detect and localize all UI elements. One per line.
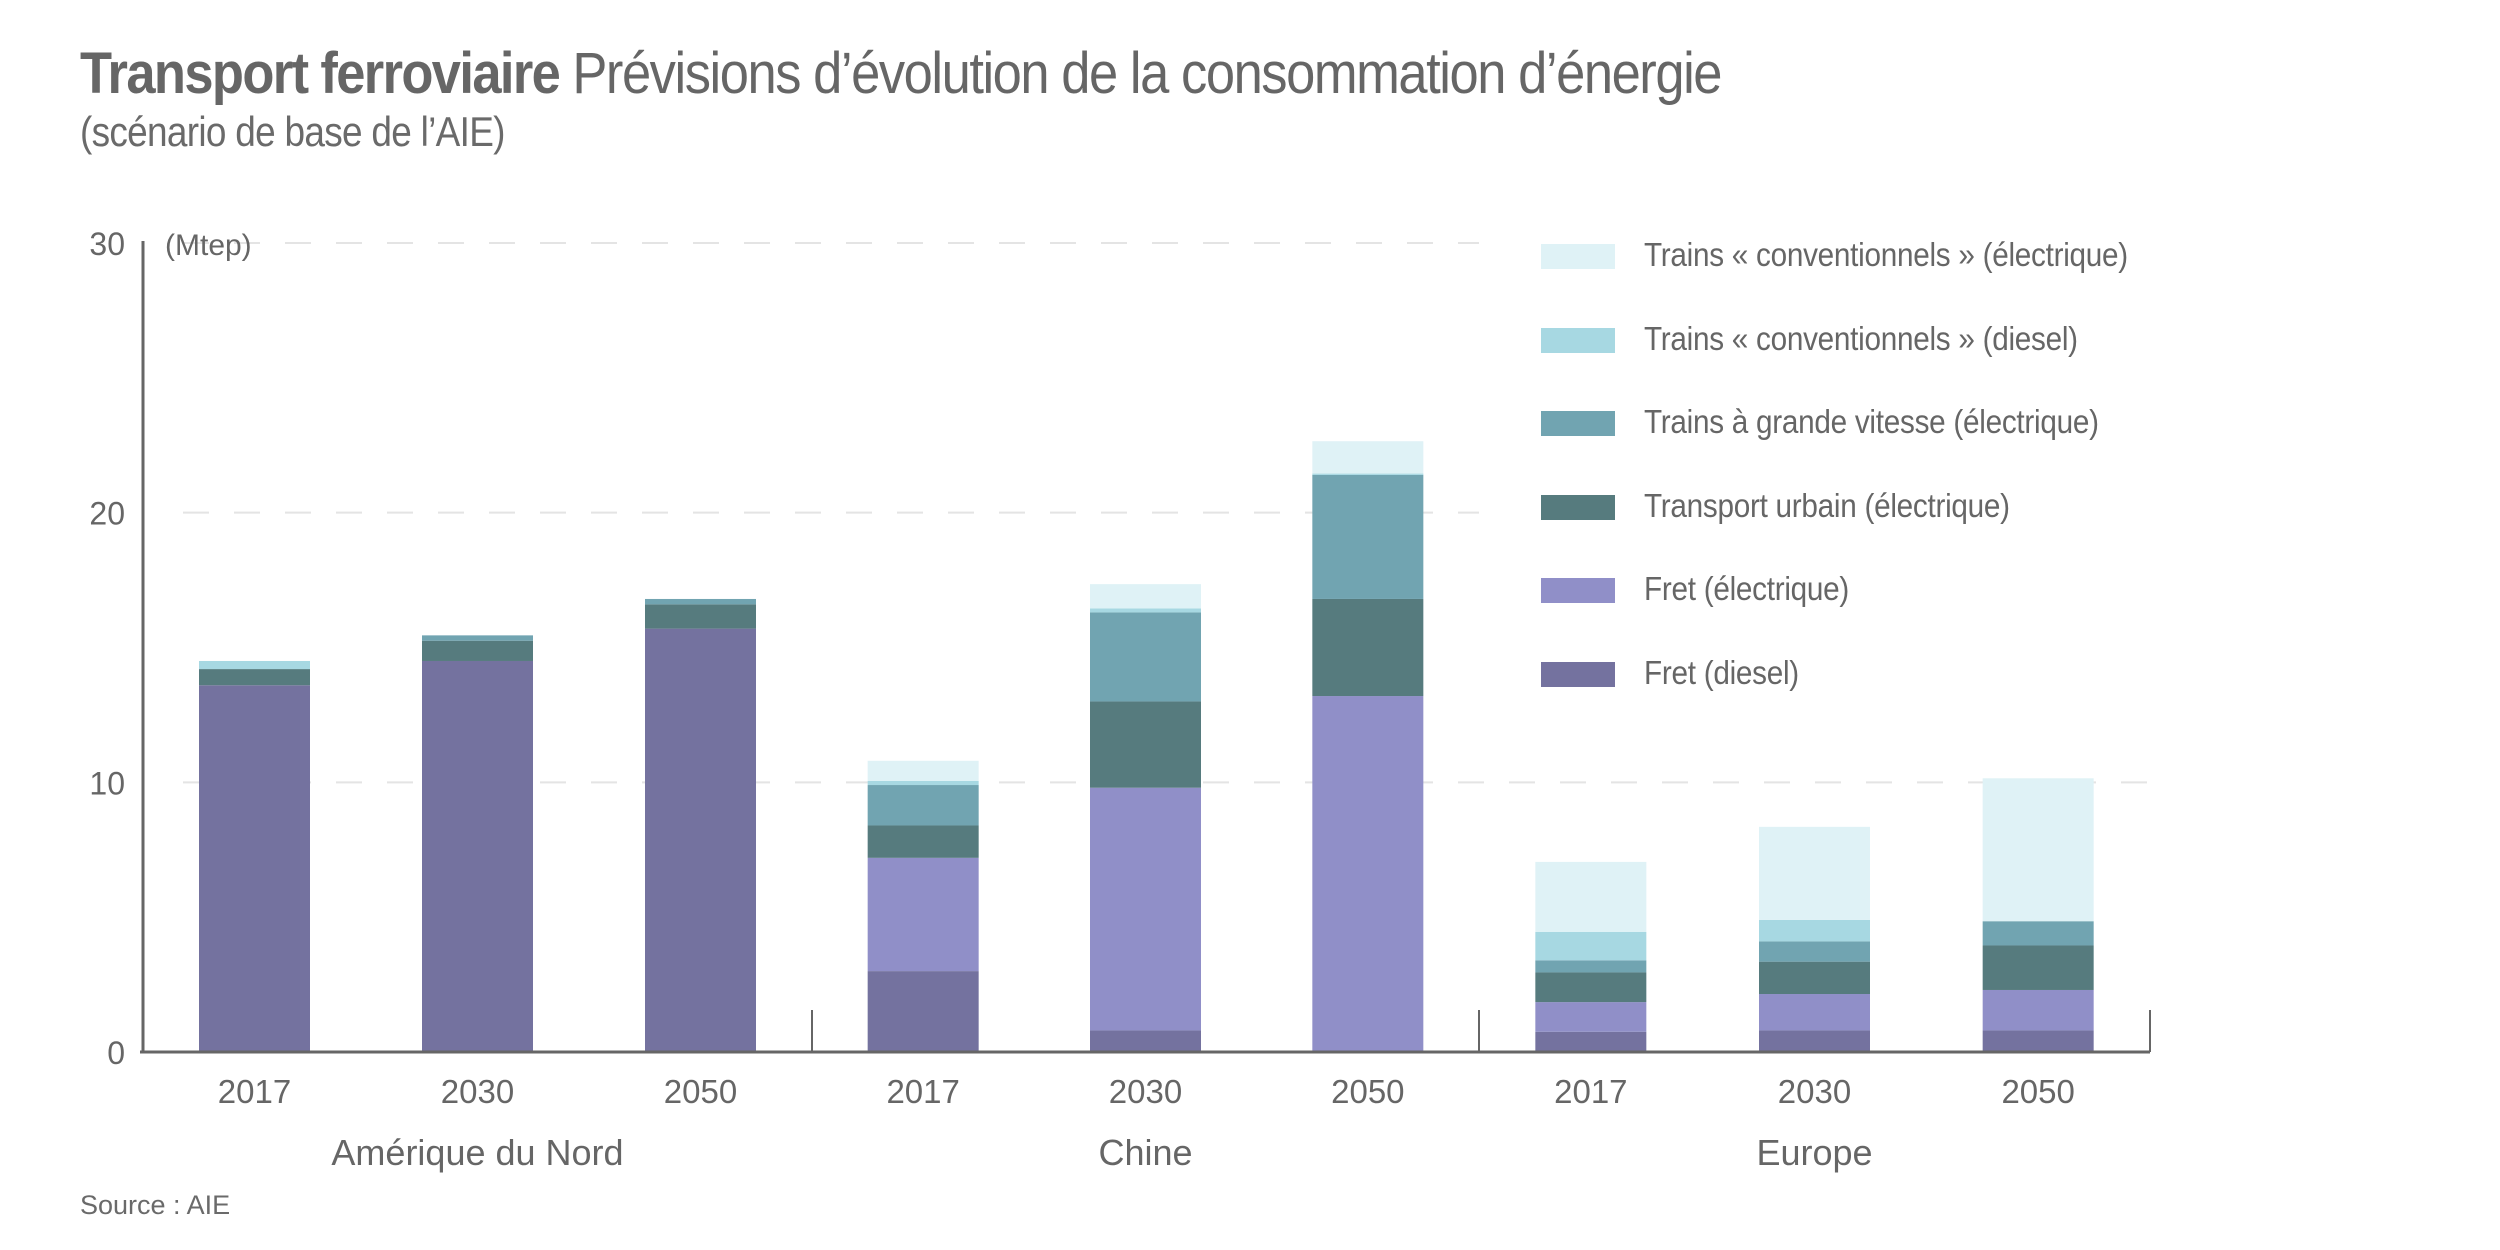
bar-segment bbox=[1759, 961, 1870, 995]
bar-segment bbox=[1090, 612, 1201, 702]
bar-segment bbox=[867, 785, 979, 826]
y-tick-label: 20 bbox=[89, 496, 125, 532]
legend-swatch bbox=[1541, 327, 1615, 353]
x-tick-label: 2050 bbox=[2001, 1073, 2074, 1110]
bar-segment bbox=[867, 971, 979, 1052]
bar-segment bbox=[645, 628, 756, 1052]
bar-segment bbox=[1535, 1002, 1647, 1032]
bar-segment bbox=[1759, 994, 1870, 1031]
y-tick-label: 0 bbox=[107, 1035, 125, 1071]
chart-title-light: Prévisions d’évolution de la consommatio… bbox=[572, 41, 1722, 106]
bar-segment bbox=[1535, 960, 1647, 973]
x-tick-label: 2030 bbox=[441, 1073, 514, 1110]
bar-segment bbox=[1312, 474, 1424, 599]
group-label: Europe bbox=[1756, 1132, 1872, 1173]
bar-segment bbox=[867, 825, 979, 858]
x-tick-label: 2017 bbox=[1554, 1073, 1627, 1110]
bar-segment bbox=[1312, 473, 1424, 475]
bar-segment bbox=[645, 598, 756, 605]
legend-swatch bbox=[1541, 662, 1615, 687]
bar-segment bbox=[199, 669, 310, 686]
bar-segment bbox=[1535, 1031, 1647, 1052]
bar-segment bbox=[1759, 919, 1870, 942]
bar-segment bbox=[1982, 989, 2094, 1031]
bar-segment bbox=[1982, 945, 2094, 990]
bar-segment bbox=[1535, 931, 1647, 961]
x-tick-label: 2050 bbox=[664, 1073, 737, 1110]
bar-segment bbox=[1535, 972, 1647, 1003]
group-label: Chine bbox=[1098, 1132, 1192, 1173]
chart-title-bold: Transport ferroviaire bbox=[80, 41, 561, 106]
bar-segment bbox=[1759, 1030, 1870, 1052]
bar-segment bbox=[645, 604, 756, 629]
legend-label: Transport urbain (électrique) bbox=[1644, 486, 2010, 524]
legend-swatch bbox=[1541, 244, 1615, 269]
y-tick-label: 30 bbox=[89, 226, 125, 262]
bar-segment bbox=[422, 635, 533, 641]
bar-segment bbox=[867, 857, 979, 972]
bar-segment bbox=[1982, 921, 2094, 946]
bar-segment bbox=[1090, 701, 1201, 788]
bar-segment bbox=[1759, 826, 1870, 920]
chart-title: Transport ferroviaire Prévisions d’évolu… bbox=[80, 40, 1722, 107]
bar-segment bbox=[422, 660, 533, 1052]
bar-segment bbox=[1090, 608, 1201, 613]
legend-label: Fret (électrique) bbox=[1644, 570, 1850, 608]
legend-label: Fret (diesel) bbox=[1644, 654, 1799, 691]
bar-segment bbox=[199, 660, 310, 670]
bars bbox=[199, 441, 2094, 1052]
bar-segment bbox=[1312, 696, 1424, 1052]
y-axis-unit-label: (Mtep) bbox=[165, 229, 252, 262]
bar-segment bbox=[1090, 1030, 1201, 1052]
legend-label: Trains « conventionnels » (diesel) bbox=[1644, 319, 2078, 357]
y-tick-label: 10 bbox=[89, 765, 125, 801]
legend-swatch bbox=[1541, 578, 1615, 604]
bar-segment bbox=[1312, 441, 1424, 474]
group-label: Amérique du Nord bbox=[331, 1132, 623, 1173]
legend-swatch bbox=[1541, 494, 1615, 520]
chart-subtitle: (scénario de base de l’AIE) bbox=[80, 108, 505, 155]
bar-segment bbox=[422, 640, 533, 661]
legend-swatch bbox=[1541, 411, 1615, 437]
x-tick-label: 2017 bbox=[886, 1073, 959, 1110]
bar-segment bbox=[867, 760, 979, 781]
bar-segment bbox=[1535, 861, 1647, 932]
legend-label: Trains à grande vitesse (électrique) bbox=[1644, 403, 2099, 441]
bar-segment bbox=[867, 780, 979, 786]
bar-segment bbox=[1982, 1030, 2094, 1052]
x-tick-label: 2030 bbox=[1109, 1073, 1182, 1110]
legend-label: Trains « conventionnels » (électrique) bbox=[1644, 236, 2128, 273]
axes bbox=[140, 241, 2151, 1054]
x-tick-label: 2017 bbox=[218, 1073, 291, 1110]
x-tick-label: 2030 bbox=[1778, 1073, 1851, 1110]
source-note: Source : AIE bbox=[80, 1190, 231, 1220]
x-tick-label: 2050 bbox=[1331, 1073, 1404, 1110]
bar-segment bbox=[1312, 598, 1424, 697]
bar-segment bbox=[1759, 941, 1870, 962]
bar-segment bbox=[1982, 778, 2094, 922]
bar-segment bbox=[1090, 584, 1201, 609]
bar-segment bbox=[199, 685, 310, 1052]
bar-segment bbox=[1090, 787, 1201, 1031]
